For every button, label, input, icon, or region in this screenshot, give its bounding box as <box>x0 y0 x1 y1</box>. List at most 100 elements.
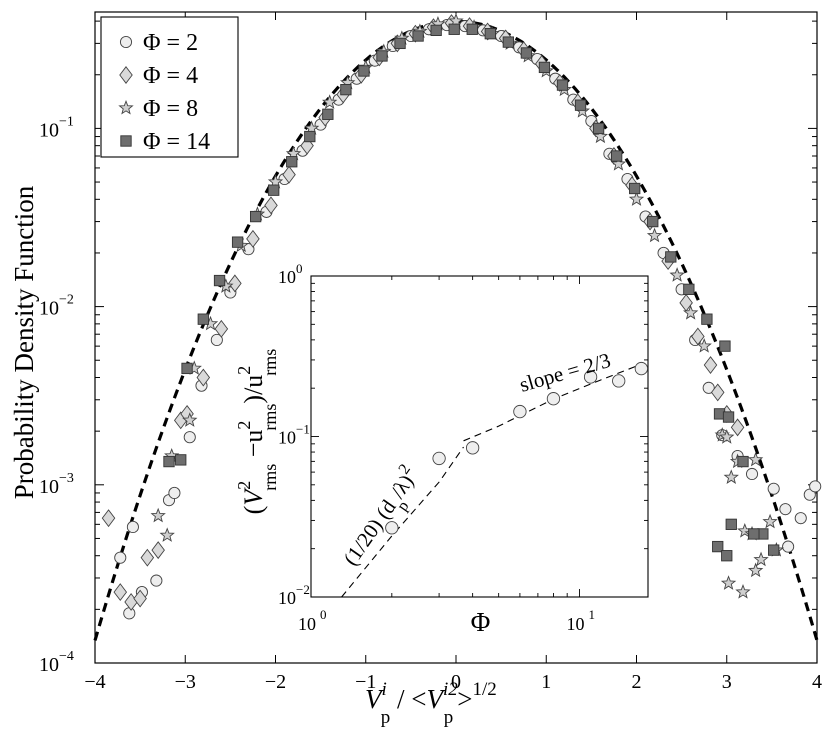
inset-data-point <box>583 370 598 384</box>
y-tick-exponent: −3 <box>59 471 74 486</box>
data-point-circle <box>123 607 136 620</box>
data-point-square <box>719 340 731 352</box>
legend: Φ = 2 Φ = 4 Φ = 8 Φ = 14 <box>100 16 239 158</box>
x-tick-label: 3 <box>722 671 732 693</box>
data-point-star <box>747 562 764 578</box>
data-point-diamond <box>246 229 260 248</box>
y-axis-label: Probability Density Function <box>9 185 39 499</box>
data-point-star <box>321 94 338 109</box>
data-point-diamond <box>214 319 229 338</box>
y-tick-label: 10 <box>39 298 59 320</box>
data-point-square <box>430 24 442 37</box>
inset-x-tick-label: 10 <box>566 614 584 634</box>
legend-label: Φ = 8 <box>143 96 198 122</box>
data-point-circle <box>782 540 795 553</box>
data-point-diamond <box>282 165 296 184</box>
data-point-diamond <box>196 368 211 387</box>
legend-marker-star <box>118 99 134 115</box>
inset-y-tick-exponent: −2 <box>296 582 310 597</box>
data-point-square <box>304 130 316 143</box>
data-point-diamond <box>730 418 745 437</box>
data-point-square <box>163 455 175 468</box>
inset-data-point <box>634 361 648 376</box>
data-point-diamond <box>703 356 718 374</box>
series-square <box>163 23 780 562</box>
data-point-circle <box>183 431 196 444</box>
data-point-circle <box>210 333 223 346</box>
inset-data-point <box>465 441 480 455</box>
data-point-star <box>720 575 737 590</box>
main-plot: −4 −3 −2 −1 0 1 2 3 410−110−210−310 −4Probability… <box>9 11 822 728</box>
x-tick-label: −3 <box>175 671 196 693</box>
gaussian-reference-curve <box>93 19 819 641</box>
data-point-square <box>197 313 209 325</box>
x-tick-label: −4 <box>84 671 105 693</box>
data-point-star <box>646 227 663 243</box>
series-circle <box>114 19 822 620</box>
y-tick-label: 10 <box>39 476 59 498</box>
data-point-star <box>723 469 739 484</box>
data-point-square <box>358 65 370 77</box>
y-tick-label: 10 <box>39 119 59 141</box>
data-point-square <box>737 455 749 468</box>
data-point-star <box>747 451 764 467</box>
x-axis-label: Vi p / <Vi2 p>1/2 <box>365 679 497 728</box>
inset-y-tick-label: 10 <box>278 267 296 287</box>
data-point-star <box>182 412 198 427</box>
data-point-square <box>574 99 587 111</box>
legend-label: Φ = 2 <box>143 30 198 56</box>
data-point-square <box>249 210 262 223</box>
data-point-square <box>722 411 735 423</box>
data-point-square <box>502 36 514 48</box>
y-tick-exponent: −1 <box>59 114 74 129</box>
x-tick-label: 1 <box>541 671 551 693</box>
data-point-star <box>628 191 645 206</box>
inset-y-tick-exponent: −1 <box>296 422 310 437</box>
inset-data-point <box>432 451 446 466</box>
inset-data-point <box>385 521 399 535</box>
data-point-square <box>448 23 460 35</box>
x-tick-label: −2 <box>265 671 286 693</box>
data-point-circle <box>794 512 807 525</box>
data-point-square <box>376 50 388 62</box>
data-point-square <box>181 362 193 375</box>
data-point-square <box>701 313 713 325</box>
data-point-square <box>647 215 659 228</box>
data-point-diamond <box>264 196 278 215</box>
data-point-star <box>696 338 712 353</box>
data-point-square <box>520 47 533 59</box>
data-point-square <box>484 28 496 40</box>
data-point-circle <box>767 482 780 495</box>
data-point-square <box>610 150 623 162</box>
data-point-square <box>629 182 641 195</box>
data-point-star <box>735 584 751 599</box>
x-tick-label: 4 <box>812 671 822 693</box>
inset-y-tick-exponent: 0 <box>296 261 303 276</box>
data-point-circle <box>809 480 822 493</box>
data-point-circle <box>150 574 163 587</box>
data-point-square <box>322 108 334 120</box>
data-point-square <box>748 528 760 540</box>
data-point-square <box>231 236 244 248</box>
data-point-diamond <box>151 541 165 560</box>
data-point-circle <box>168 486 181 500</box>
data-point-diamond <box>101 509 116 528</box>
y-tick-exponent: −2 <box>59 293 74 308</box>
legend-label: Φ = 4 <box>143 63 198 89</box>
inset-data-point <box>513 404 527 419</box>
data-point-circle <box>126 520 139 534</box>
data-point-square <box>665 251 677 263</box>
data-point-star <box>610 156 627 171</box>
data-point-square <box>286 156 298 168</box>
data-point-diamond <box>710 383 725 402</box>
data-point-diamond <box>140 548 155 567</box>
x-tick-label: −1 <box>355 671 376 693</box>
data-point-circle <box>803 488 816 501</box>
data-point-star <box>719 429 735 444</box>
data-point-star <box>669 267 685 282</box>
data-point-diamond <box>133 589 147 608</box>
data-point-circle <box>779 503 792 516</box>
y-tick-exponent: −4 <box>59 649 74 664</box>
